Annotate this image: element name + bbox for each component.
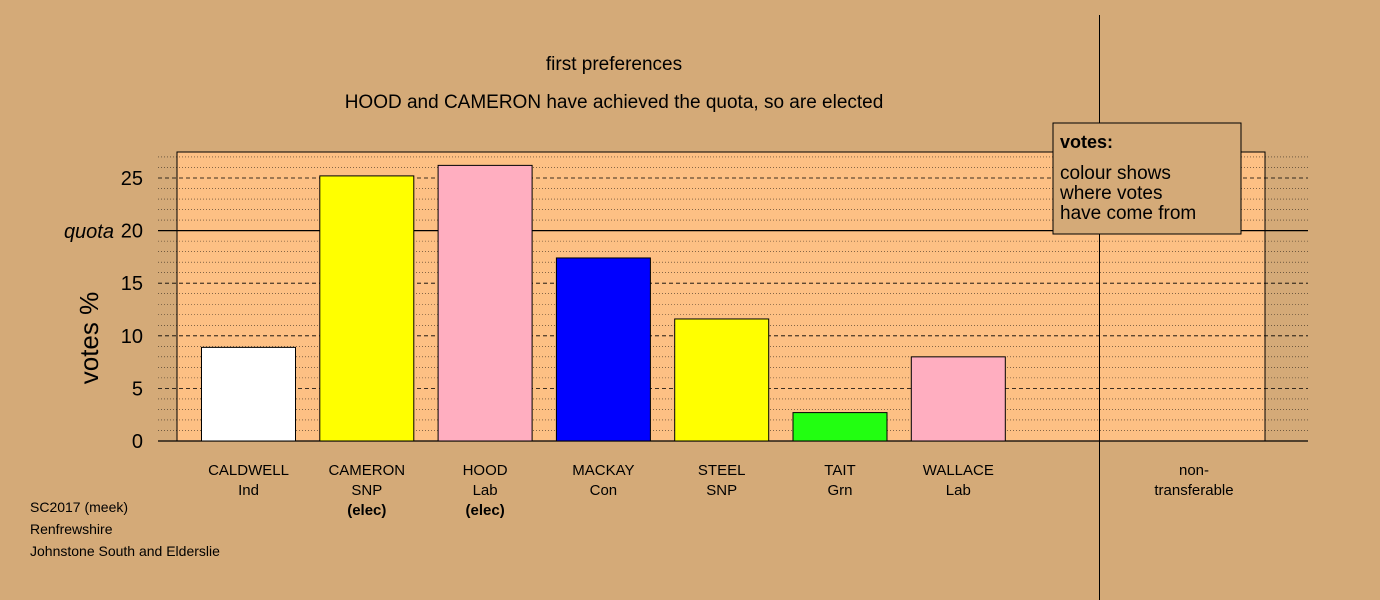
- y-tick-label: 0: [132, 431, 143, 453]
- x-tick-label-name: CAMERON: [328, 462, 405, 479]
- x-tick-label-name: STEEL: [698, 462, 746, 479]
- legend-box: [1052, 122, 1242, 235]
- x-tick-label-party: SNP: [351, 482, 382, 499]
- bar: [792, 412, 888, 442]
- bar: [437, 164, 533, 442]
- x-tick-label-party: Grn: [827, 482, 852, 499]
- x-tick-label-party: Lab: [473, 482, 498, 499]
- legend-line: have come from: [1060, 203, 1196, 224]
- footer: SC2017 (meek) Renfrewshire Johnstone Sou…: [30, 499, 220, 559]
- bar: [555, 257, 651, 442]
- x-tick-label-status: (elec): [347, 502, 386, 519]
- y-axis-label: votes %: [74, 292, 104, 385]
- legend-line: colour shows: [1060, 163, 1171, 184]
- bar: [201, 346, 296, 442]
- x-tick-labels: CALDWELL Ind CAMERON SNP (elec) HOOD Lab (elec)…: [208, 462, 1234, 519]
- y-tick-labels: 0 5 10 15 20 25: [121, 168, 143, 453]
- chart-title: first preferences: [546, 54, 682, 75]
- y-tick-label: 15: [121, 273, 143, 295]
- x-tick-label-party: Ind: [238, 482, 259, 499]
- x-tick-label-name: MACKAY: [572, 462, 634, 479]
- chart-subtitle: HOOD and CAMERON have achieved the quota…: [345, 92, 884, 113]
- x-tick-label-nontransferable: transferable: [1154, 482, 1233, 499]
- x-tick-label-name: CALDWELL: [208, 462, 289, 479]
- x-tick-label-party: SNP: [706, 482, 737, 499]
- quota-label: quota: [64, 221, 114, 243]
- y-tick-label: 20: [121, 221, 143, 243]
- legend-title: votes:: [1060, 132, 1113, 152]
- y-tick-label: 25: [121, 168, 143, 190]
- x-tick-label-nontransferable: non-: [1179, 462, 1209, 479]
- bar: [319, 175, 415, 442]
- x-tick-label-name: TAIT: [824, 462, 855, 479]
- x-tick-label-party: Con: [590, 482, 618, 499]
- x-tick-label-name: HOOD: [463, 462, 508, 479]
- y-tick-label: 10: [121, 326, 143, 348]
- x-tick-label-status: (elec): [466, 502, 505, 519]
- bar: [910, 356, 1006, 442]
- footer-line: Renfrewshire: [30, 521, 113, 537]
- bars: [201, 164, 1006, 442]
- x-tick-label-name: WALLACE: [923, 462, 994, 479]
- legend-line: where votes: [1059, 183, 1162, 204]
- y-tick-label: 5: [132, 378, 143, 400]
- bar: [674, 318, 770, 442]
- footer-line: Johnstone South and Elderslie: [30, 543, 220, 559]
- footer-line: SC2017 (meek): [30, 499, 128, 515]
- x-tick-label-party: Lab: [946, 482, 971, 499]
- legend: votes: colour shows where votes have com…: [1052, 122, 1242, 235]
